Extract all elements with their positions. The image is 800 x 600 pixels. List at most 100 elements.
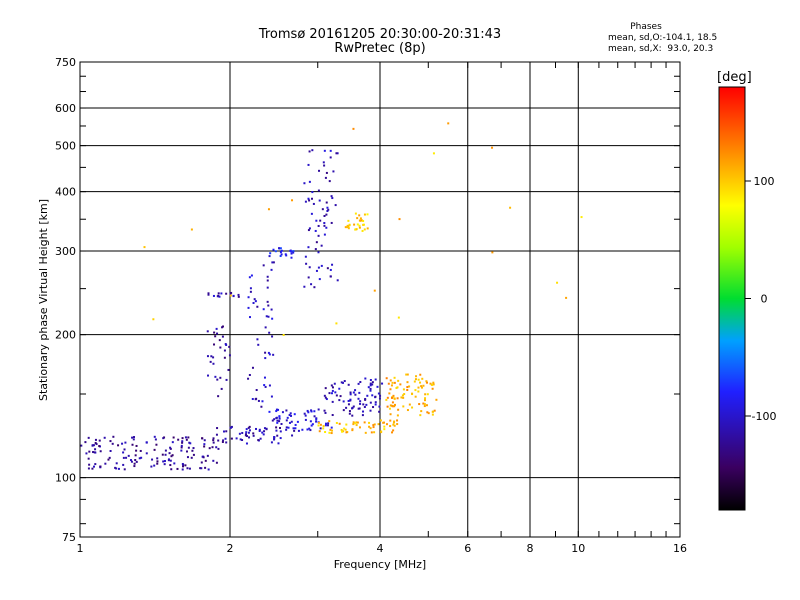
data-point [266,300,269,303]
data-point [92,465,95,468]
colorbar-tick-label: 100 [754,175,775,188]
data-point [258,428,261,431]
data-point [263,384,266,387]
data-point [307,229,310,232]
data-point [187,446,190,449]
data-point [323,224,326,227]
data-point [232,294,235,297]
data-point [432,383,435,386]
data-point [207,292,210,295]
data-point [432,381,435,384]
data-point [304,414,307,417]
data-point [393,424,396,427]
data-point [315,418,318,421]
data-point [392,394,395,397]
data-point [133,436,136,439]
axis-ticks [79,62,681,537]
data-point [266,286,269,289]
data-point [323,214,326,217]
data-point [419,373,422,376]
data-point [355,424,358,427]
y-tick-label: 600 [55,102,76,115]
data-point [192,447,195,450]
data-point [133,462,136,465]
data-point [203,445,206,448]
data-point [348,412,351,415]
data-point [256,338,259,341]
data-point [245,428,248,431]
data-point [255,389,258,392]
data-point [402,388,405,391]
data-point [372,426,375,429]
data-point [181,441,184,444]
data-point [324,396,327,399]
data-point [314,229,317,232]
data-point [349,398,352,401]
data-point [221,335,224,338]
data-point [389,388,392,391]
data-point [364,431,367,434]
data-point [354,228,357,231]
data-point [181,440,184,443]
data-point [206,355,209,358]
data-point [305,262,308,265]
data-point [383,428,386,431]
data-point [308,427,311,430]
data-point [247,377,250,380]
data-point [315,417,318,420]
data-point [406,373,409,376]
data-point [325,398,328,401]
data-point [580,216,583,219]
data-point [354,422,357,425]
data-point [168,452,171,455]
data-point [273,437,276,440]
data-point [391,404,394,407]
data-point [164,449,167,452]
data-point [431,387,434,390]
data-point [259,437,262,440]
data-point [279,255,282,258]
data-point [188,441,191,444]
data-point [385,423,388,426]
data-point [383,425,386,428]
data-point [420,385,423,388]
data-point [317,251,320,254]
data-point [368,421,371,424]
data-point [491,146,494,149]
data-point [213,343,216,346]
data-point [308,199,311,202]
data-point [425,404,428,407]
data-point [347,227,350,230]
data-point [254,398,257,401]
data-point [352,127,355,130]
data-point [325,226,328,229]
data-point [317,408,320,411]
data-point [290,250,293,253]
data-point [345,423,348,426]
data-point [270,268,273,271]
data-point [317,189,320,192]
data-point [397,408,400,411]
data-point [417,390,420,393]
data-point [220,387,223,390]
data-point [328,392,331,395]
stats-heading: Phases [630,22,662,32]
data-point [397,379,400,382]
data-point [276,434,279,437]
data-point [212,362,215,365]
data-point [307,276,310,279]
data-point [217,395,220,398]
data-point [153,448,156,451]
data-point [206,330,209,333]
data-point [202,456,205,459]
data-point [290,414,293,417]
data-point [393,376,396,379]
data-point [339,395,342,398]
data-point [426,393,429,396]
data-point [228,354,231,357]
data-point [155,443,158,446]
data-point [294,423,297,426]
data-point [363,228,366,231]
data-point [276,421,279,424]
data-point [215,433,218,436]
